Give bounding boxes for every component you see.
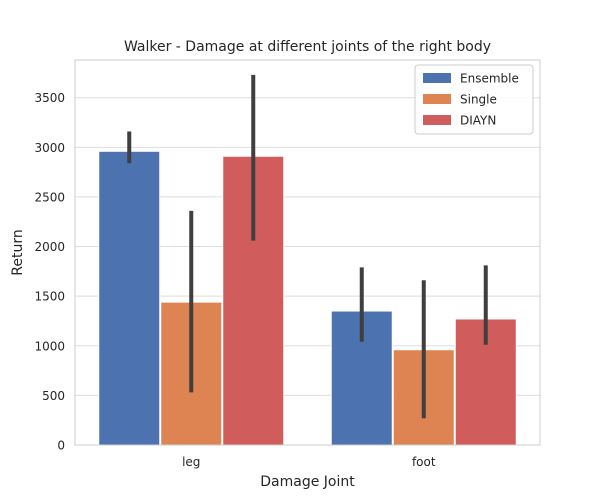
y-tick-label: 1000: [34, 339, 65, 353]
y-tick-label: 2500: [34, 190, 65, 204]
x-tick-labels: leg foot: [182, 455, 436, 469]
y-tick-label: 500: [42, 389, 65, 403]
legend-label-ensemble: Ensemble: [460, 72, 519, 86]
legend-label-single: Single: [460, 93, 497, 107]
legend-label-diayn: DIAYN: [460, 114, 496, 128]
y-tick-label: 3000: [34, 141, 65, 155]
y-tick-label: 2000: [34, 240, 65, 254]
legend-items: Ensemble Single DIAYN: [423, 72, 519, 128]
x-tick-label: foot: [412, 455, 436, 469]
y-tick-labels: 0 500 1000 1500 2000 2500 3000 3500: [34, 91, 65, 452]
error-bars: [127, 74, 488, 419]
y-tick-label: 3500: [34, 91, 65, 105]
legend: Ensemble Single DIAYN: [414, 64, 534, 135]
y-tick-label: 1500: [34, 290, 65, 304]
bar-ensemble-leg: [98, 150, 161, 446]
y-axis-label: Return: [10, 229, 26, 275]
plot-frame: [74, 59, 541, 446]
x-axis-label: Damage Joint: [260, 474, 355, 490]
legend-swatch-ensemble: [423, 73, 451, 83]
legend-swatch-single: [423, 94, 451, 104]
bars: [98, 150, 517, 446]
y-tick-label: 0: [57, 439, 65, 453]
chart-title: Walker - Damage at different joints of t…: [124, 39, 491, 55]
legend-swatch-diayn: [423, 115, 451, 125]
x-tick-label: leg: [182, 455, 200, 469]
